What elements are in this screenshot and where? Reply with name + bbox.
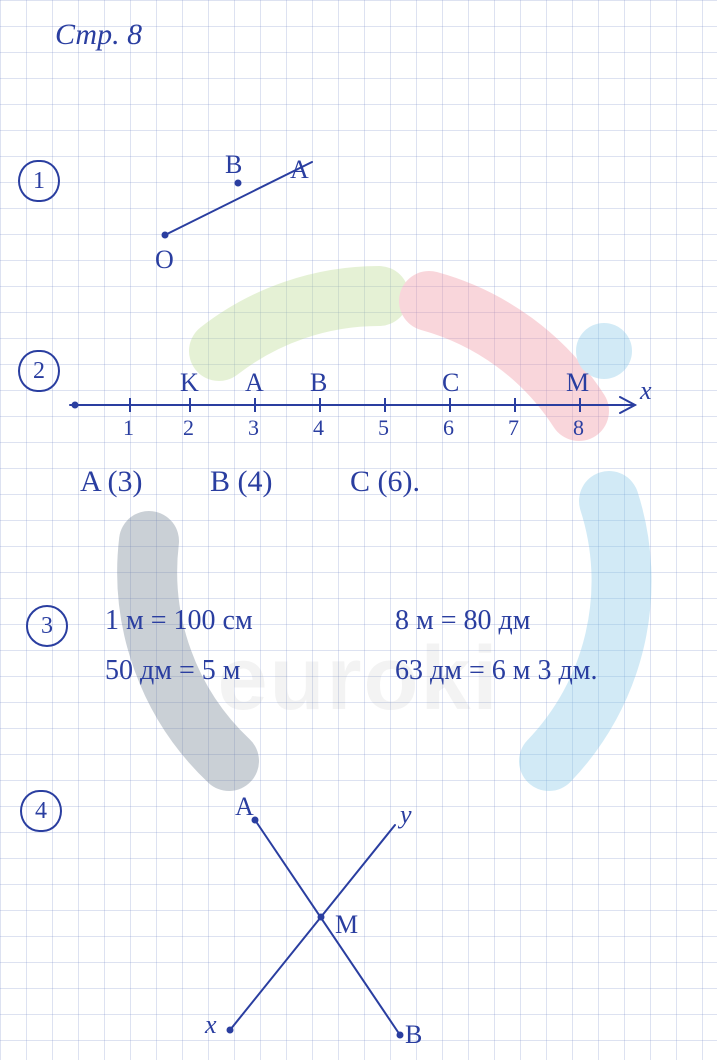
p4-label-y: y: [400, 800, 412, 830]
p4-label-A: A: [235, 792, 254, 822]
p4-point-x: [227, 1027, 234, 1034]
p4-label-x: x: [205, 1010, 217, 1040]
p4-point-B: [397, 1032, 404, 1039]
p4-label-B: B: [405, 1020, 422, 1050]
page: euroki Стр. 8 1 O B A 2 x 1 2 3 4 5 6 7 …: [0, 0, 717, 1060]
p4-point-M: [318, 914, 325, 921]
p4-lines: [0, 0, 717, 1060]
p4-label-M: M: [335, 910, 358, 940]
